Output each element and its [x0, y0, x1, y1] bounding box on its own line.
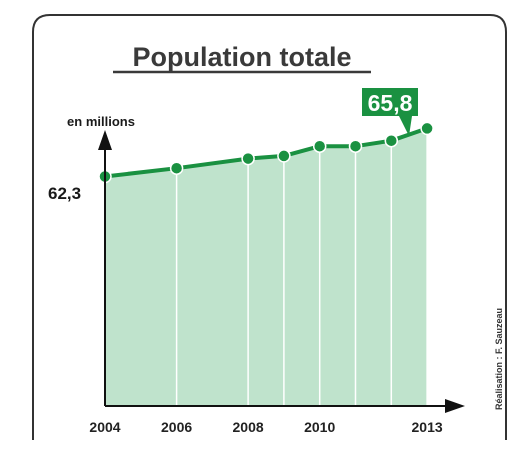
callout-box: [362, 88, 418, 136]
data-point-2010: [312, 139, 327, 153]
data-point-2008: [241, 151, 255, 166]
data-point-2012: [384, 133, 399, 148]
axes: [98, 130, 465, 413]
chart-frame: [32, 14, 507, 440]
chart-title: Population totale: [133, 42, 352, 72]
data-point-2006: [169, 161, 184, 175]
separator-layer: [175, 128, 428, 406]
x-tick-label-2013: 2013: [412, 419, 443, 435]
data-point-2011: [348, 139, 363, 153]
last-value-callout: 65,8: [362, 88, 418, 136]
x-tick-labels: 2004 2006 2008 2010 2013: [89, 419, 442, 435]
x-tick-label-2008: 2008: [233, 419, 264, 435]
x-axis-arrow-icon: [445, 399, 465, 413]
x-tick-label-2006: 2006: [161, 419, 192, 435]
data-point-2013: [420, 121, 434, 136]
marker-layer: [98, 121, 434, 184]
first-value-label: 62,3: [48, 184, 81, 203]
x-tick-label-2010: 2010: [304, 419, 335, 435]
y-axis-arrow-icon: [98, 130, 112, 150]
data-point-2009: [277, 149, 291, 163]
area-fill: [105, 128, 428, 406]
x-tick-label-2004: 2004: [89, 419, 120, 435]
area-layer: [105, 128, 428, 406]
last-value-label: 65,8: [368, 90, 413, 116]
y-axis-unit-label: en millions: [67, 114, 135, 129]
credit-text: Réalisation : F. Sauzeau: [494, 308, 504, 410]
